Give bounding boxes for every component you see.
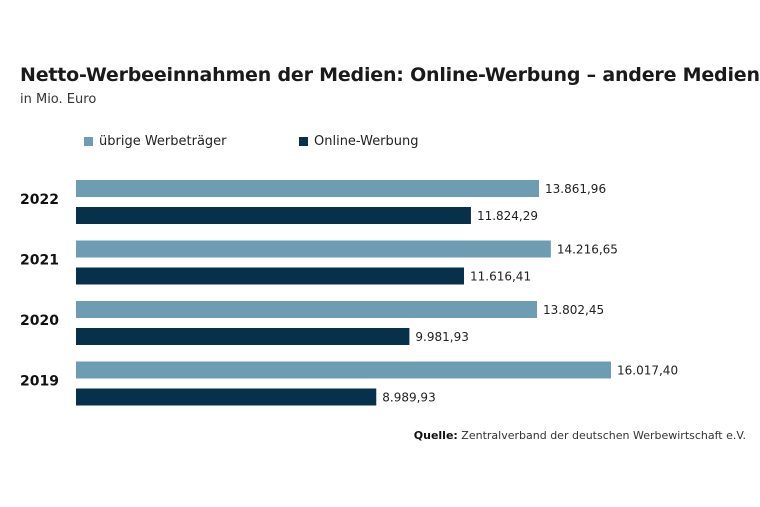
value-label-online-2020: 9.981,93 <box>415 330 468 344</box>
year-label-2022: 2022 <box>20 192 59 208</box>
value-label-other-media-2022: 13.861,96 <box>545 182 606 196</box>
source-text: Zentralverband der deutschen Werbewirtsc… <box>457 429 746 442</box>
value-label-other-media-2019: 16.017,40 <box>617 364 678 378</box>
bar-other-media-2021 <box>76 240 551 258</box>
legend-swatch-other-media <box>84 137 93 146</box>
value-label-online-2021: 11.616,41 <box>470 270 531 284</box>
bar-online-2022 <box>76 207 471 224</box>
legend-label-other-media: übrige Werbeträger <box>99 134 227 149</box>
year-label-2019: 2019 <box>20 374 59 390</box>
bar-online-2021 <box>76 267 465 285</box>
legend-label-online: Online-Werbung <box>314 134 419 149</box>
bar-other-media-2020 <box>76 301 538 318</box>
bar-other-media-2022 <box>76 180 540 197</box>
year-label-2020: 2020 <box>20 313 59 329</box>
chart-title: Netto-Werbeeinnahmen der Medien: Online-… <box>20 64 760 86</box>
legend-item-online: Online-Werbung <box>299 134 419 149</box>
year-label-2021: 2021 <box>20 253 59 269</box>
value-label-online-2022: 11.824,29 <box>477 209 538 223</box>
value-label-online-2019: 8.989,93 <box>382 391 435 405</box>
bar-online-2019 <box>76 388 377 406</box>
bar-other-media-2019 <box>76 361 611 379</box>
source-note: Quelle: Zentralverband der deutschen Wer… <box>414 429 746 442</box>
value-label-other-media-2021: 14.216,65 <box>557 243 618 257</box>
source-prefix: Quelle: <box>413 429 458 442</box>
legend-swatch-online <box>299 137 308 146</box>
legend-item-other-media: übrige Werbeträger <box>84 134 227 149</box>
chart-subtitle: in Mio. Euro <box>20 92 97 107</box>
value-label-other-media-2020: 13.802,45 <box>543 303 604 317</box>
bar-online-2020 <box>76 328 410 345</box>
